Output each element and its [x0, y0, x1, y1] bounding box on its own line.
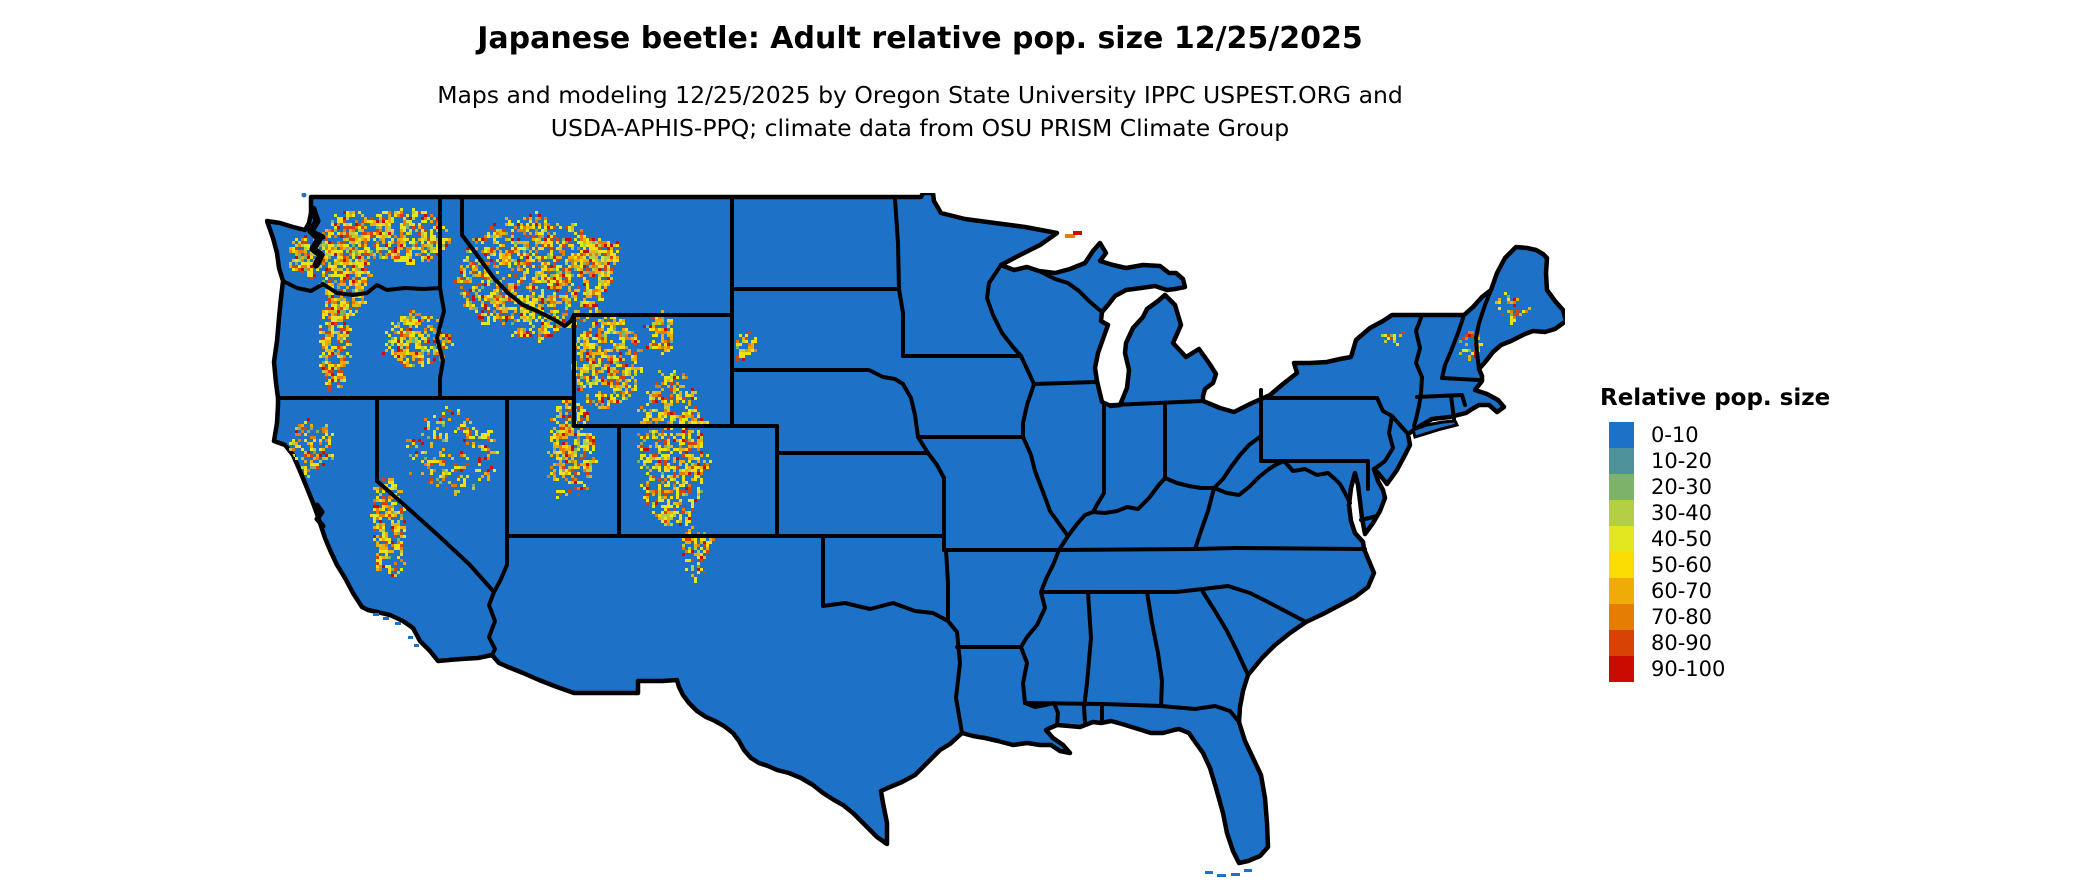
florida-keys — [1244, 869, 1252, 872]
channel-islands — [414, 644, 419, 647]
legend-swatch — [1609, 552, 1634, 578]
map-subtitle-line1: Maps and modeling 12/25/2025 by Oregon S… — [437, 81, 1403, 109]
legend-row: 70-80 — [1600, 604, 1830, 630]
florida-keys — [1217, 874, 1226, 877]
map-title: Japanese beetle: Adult relative pop. siz… — [477, 21, 1363, 56]
isle-royale — [1065, 234, 1075, 238]
legend-label: 50-60 — [1651, 553, 1713, 577]
legend-swatch — [1609, 500, 1634, 526]
legend-swatch — [1609, 474, 1634, 500]
legend-label: 60-70 — [1651, 579, 1713, 603]
isle-royale-core — [1073, 231, 1082, 235]
legend-label: 10-20 — [1651, 449, 1713, 473]
legend-title: Relative pop. size — [1600, 385, 1831, 411]
legend-swatch — [1609, 526, 1634, 552]
legend-label: 70-80 — [1651, 605, 1713, 629]
legend-swatch — [1609, 656, 1634, 682]
legend-label: 90-100 — [1651, 657, 1726, 681]
legend-swatch — [1609, 630, 1634, 656]
legend-row: 10-20 — [1600, 448, 1830, 474]
legend-label: 80-90 — [1651, 631, 1713, 655]
long-island — [1411, 419, 1460, 439]
legend-swatch — [1609, 422, 1634, 448]
legend-label: 20-30 — [1651, 475, 1713, 499]
legend-swatch — [1609, 604, 1634, 630]
legend-label: 40-50 — [1651, 527, 1713, 551]
florida-keys — [1205, 871, 1213, 874]
legend-row: 20-30 — [1600, 474, 1830, 500]
channel-islands — [408, 636, 413, 639]
gulf-islands-canada — [301, 193, 307, 198]
channel-islands — [395, 622, 401, 625]
map-subtitle: Maps and modeling 12/25/2025 by Oregon S… — [0, 79, 1840, 145]
channel-islands — [383, 617, 389, 620]
us-conus-map — [265, 193, 1565, 877]
legend-row: 80-90 — [1600, 630, 1830, 656]
legend-label: 30-40 — [1651, 501, 1713, 525]
legend-row: 60-70 — [1600, 578, 1830, 604]
map-subtitle-line2: USDA-APHIS-PPQ; climate data from OSU PR… — [550, 114, 1290, 142]
legend-row: 50-60 — [1600, 552, 1830, 578]
legend-items: 0-10 10-20 20-30 30-40 40-50 50-60 60-70 70-80 8… — [1600, 422, 1830, 682]
florida-keys — [1231, 873, 1240, 876]
legend-row: 40-50 — [1600, 526, 1830, 552]
legend: Relative pop. size 0-10 10-20 20-30 30-40 40… — [1600, 385, 1830, 682]
offshore-islands — [301, 193, 1460, 877]
legend-label: 0-10 — [1651, 423, 1699, 447]
population-hotspot-speckles — [286, 208, 1531, 583]
legend-row: 0-10 — [1600, 422, 1830, 448]
state-borders — [276, 197, 1493, 735]
legend-swatch — [1609, 448, 1634, 474]
legend-row: 90-100 — [1600, 656, 1830, 682]
inland-water-marks — [307, 205, 326, 529]
channel-islands — [373, 613, 379, 616]
legend-swatch — [1609, 578, 1634, 604]
legend-row: 30-40 — [1600, 500, 1830, 526]
